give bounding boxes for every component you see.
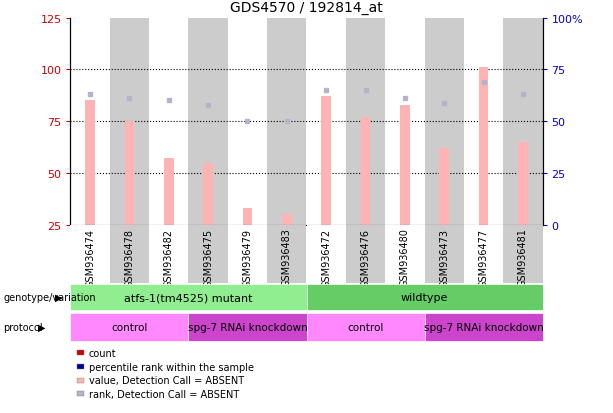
Bar xyxy=(346,225,385,283)
Text: GSM936483: GSM936483 xyxy=(282,228,292,287)
Bar xyxy=(385,225,424,283)
Bar xyxy=(243,209,253,225)
Bar xyxy=(321,97,331,225)
Bar xyxy=(424,225,464,283)
Text: GSM936479: GSM936479 xyxy=(243,228,253,287)
Bar xyxy=(110,225,149,283)
Text: genotype/variation: genotype/variation xyxy=(3,292,96,302)
Bar xyxy=(149,225,189,283)
Text: ▶: ▶ xyxy=(55,292,63,302)
Bar xyxy=(70,225,110,283)
Bar xyxy=(306,284,543,311)
Text: wildtype: wildtype xyxy=(401,292,448,302)
Text: control: control xyxy=(112,322,148,332)
Bar xyxy=(385,19,424,225)
Text: GSM936474: GSM936474 xyxy=(85,228,95,287)
Text: GSM936477: GSM936477 xyxy=(479,228,489,287)
Bar xyxy=(424,313,543,341)
Text: value, Detection Call = ABSENT: value, Detection Call = ABSENT xyxy=(89,375,244,385)
Bar xyxy=(189,19,228,225)
Bar xyxy=(464,19,503,225)
Bar xyxy=(189,225,228,283)
Bar xyxy=(110,19,149,225)
Bar xyxy=(228,19,267,225)
Text: count: count xyxy=(89,348,116,358)
Text: GSM936482: GSM936482 xyxy=(164,228,174,287)
Text: GSM936472: GSM936472 xyxy=(321,228,331,287)
Bar xyxy=(85,101,95,225)
Bar xyxy=(306,225,346,283)
Bar xyxy=(204,163,213,225)
Text: rank, Detection Call = ABSENT: rank, Detection Call = ABSENT xyxy=(89,389,239,399)
Bar xyxy=(503,19,543,225)
Bar xyxy=(346,19,385,225)
Bar xyxy=(189,313,306,341)
Bar xyxy=(70,313,189,341)
Text: GSM936481: GSM936481 xyxy=(518,228,528,287)
Bar xyxy=(518,142,528,225)
Text: GSM936480: GSM936480 xyxy=(400,228,410,287)
Bar xyxy=(282,215,292,225)
Text: ▶: ▶ xyxy=(38,322,45,332)
Text: GSM936476: GSM936476 xyxy=(360,228,370,287)
Bar xyxy=(149,19,189,225)
Text: protocol: protocol xyxy=(3,322,43,332)
Bar xyxy=(503,225,543,283)
Bar xyxy=(479,68,489,225)
Bar xyxy=(70,19,110,225)
Bar xyxy=(228,225,267,283)
Title: GDS4570 / 192814_at: GDS4570 / 192814_at xyxy=(230,1,383,15)
Text: GSM936473: GSM936473 xyxy=(439,228,449,287)
Bar xyxy=(267,225,306,283)
Bar xyxy=(400,105,409,225)
Bar xyxy=(306,313,424,341)
Text: atfs-1(tm4525) mutant: atfs-1(tm4525) mutant xyxy=(124,292,253,302)
Bar xyxy=(267,19,306,225)
Bar xyxy=(164,159,173,225)
Text: GSM936478: GSM936478 xyxy=(124,228,134,287)
Bar xyxy=(360,118,370,225)
Bar xyxy=(70,284,306,311)
Text: spg-7 RNAi knockdown: spg-7 RNAi knockdown xyxy=(424,322,543,332)
Text: percentile rank within the sample: percentile rank within the sample xyxy=(89,362,254,372)
Text: spg-7 RNAi knockdown: spg-7 RNAi knockdown xyxy=(188,322,307,332)
Bar xyxy=(306,19,346,225)
Text: control: control xyxy=(348,322,384,332)
Bar xyxy=(124,122,134,225)
Text: GSM936475: GSM936475 xyxy=(203,228,213,287)
Bar xyxy=(464,225,503,283)
Bar xyxy=(440,149,449,225)
Bar xyxy=(424,19,464,225)
